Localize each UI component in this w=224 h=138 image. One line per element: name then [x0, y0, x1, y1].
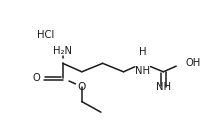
- Text: NH: NH: [156, 82, 171, 92]
- Text: O: O: [32, 73, 40, 83]
- Text: NH: NH: [135, 66, 150, 76]
- Text: H: H: [139, 47, 146, 57]
- Text: H₂N: H₂N: [53, 46, 72, 56]
- Text: O: O: [78, 82, 86, 92]
- Text: OH: OH: [186, 58, 201, 68]
- Text: HCl: HCl: [37, 30, 54, 40]
